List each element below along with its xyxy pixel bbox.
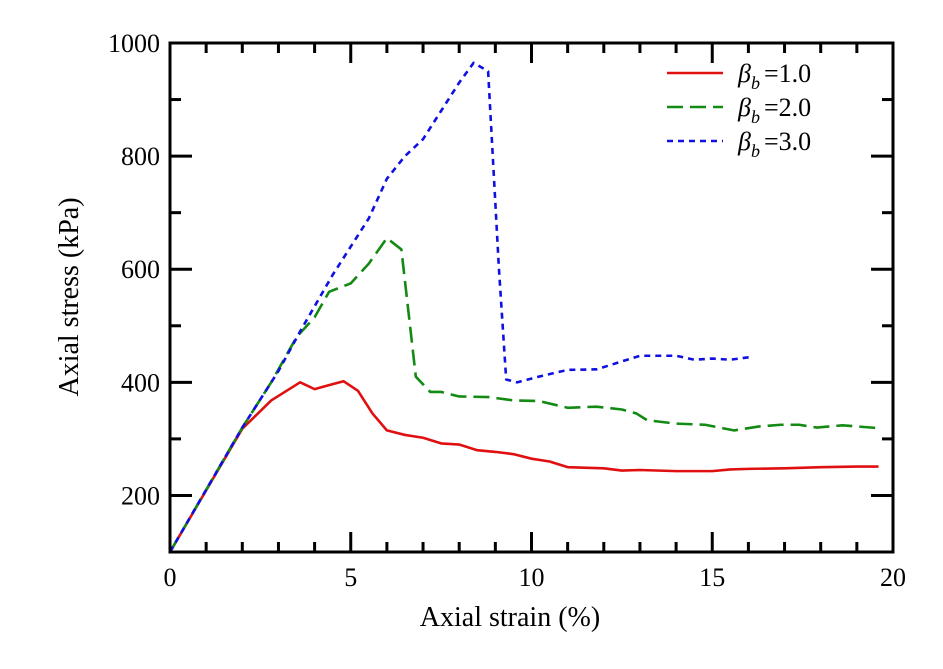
x-tick-label: 20 xyxy=(880,563,906,592)
series-line-1 xyxy=(168,379,879,553)
plot-frame xyxy=(168,41,895,554)
legend-label: βb =1.0 xyxy=(737,59,811,93)
y-tick-label: 800 xyxy=(121,142,160,171)
y-tick-label: 600 xyxy=(121,255,160,284)
legend: βb =1.0βb =2.0βb =3.0 xyxy=(667,59,811,161)
legend-label: βb =2.0 xyxy=(737,93,811,127)
series-line-3 xyxy=(168,61,753,553)
y-tick-label: 1000 xyxy=(108,29,160,58)
y-tick-label: 400 xyxy=(121,368,160,397)
x-tick-label: 15 xyxy=(699,563,725,592)
y-tick-label: 200 xyxy=(121,481,160,510)
x-axis-label: Axial strain (%) xyxy=(420,602,600,633)
legend-label: βb =3.0 xyxy=(737,127,811,161)
x-tick-label: 5 xyxy=(344,563,357,592)
y-axis-label: Axial stress (kPa) xyxy=(54,197,85,396)
x-tick-label: 10 xyxy=(519,563,545,592)
x-tick-label: 0 xyxy=(164,563,177,592)
series-line-2 xyxy=(168,236,879,553)
